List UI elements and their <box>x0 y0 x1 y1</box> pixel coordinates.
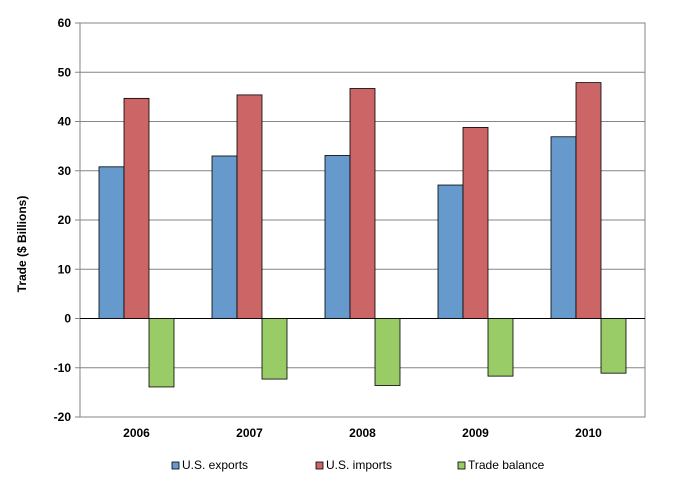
y-tick-label: 20 <box>58 213 72 227</box>
x-axis-ticks: 2006 2007 2008 2009 2010 <box>123 426 602 440</box>
legend-label: U.S. imports <box>326 458 392 472</box>
y-tick-label: -20 <box>54 410 72 424</box>
bar-u-s-exports-2008 <box>324 155 351 319</box>
y-tick-label: 40 <box>58 115 72 129</box>
x-tick-label: 2008 <box>349 426 376 440</box>
bar-u-s-imports-2008 <box>349 88 376 319</box>
bar-trade-balance-2010 <box>600 318 627 374</box>
legend-label: U.S. exports <box>182 458 248 472</box>
bar-u-s-exports-2010 <box>550 136 577 319</box>
y-tick-label: 50 <box>58 65 72 79</box>
y-axis-ticks: -20 -10 0 10 20 30 40 50 60 <box>54 16 80 424</box>
bars <box>98 82 627 388</box>
y-tick-label: 60 <box>58 16 72 30</box>
y-tick-label: 10 <box>58 262 72 276</box>
legend-swatch <box>171 461 180 470</box>
bar-trade-balance-2006 <box>148 318 175 388</box>
bar-trade-balance-2007 <box>261 318 288 380</box>
x-tick-label: 2006 <box>123 426 150 440</box>
x-tick-label: 2010 <box>575 426 602 440</box>
x-tick-label: 2007 <box>236 426 263 440</box>
bar-u-s-imports-2006 <box>123 97 150 319</box>
legend-label: Trade balance <box>468 458 545 472</box>
bar-trade-balance-2008 <box>374 318 401 386</box>
bar-u-s-imports-2010 <box>575 82 602 319</box>
bar-u-s-exports-2006 <box>98 166 125 319</box>
legend-swatch <box>457 461 466 470</box>
y-tick-label: 0 <box>64 312 71 326</box>
bar-u-s-exports-2007 <box>211 155 238 319</box>
y-tick-label: 30 <box>58 164 72 178</box>
y-tick-label: -10 <box>54 361 72 375</box>
bar-u-s-exports-2009 <box>437 184 464 319</box>
bar-trade-balance-2009 <box>487 318 514 377</box>
y-axis-title: Trade ($ Billions) <box>15 196 29 293</box>
bar-u-s-imports-2009 <box>462 127 489 319</box>
bar-u-s-imports-2007 <box>236 94 263 319</box>
legend-swatch <box>315 461 324 470</box>
x-tick-label: 2009 <box>462 426 489 440</box>
legend: U.S. exports U.S. imports Trade balance <box>171 458 545 472</box>
